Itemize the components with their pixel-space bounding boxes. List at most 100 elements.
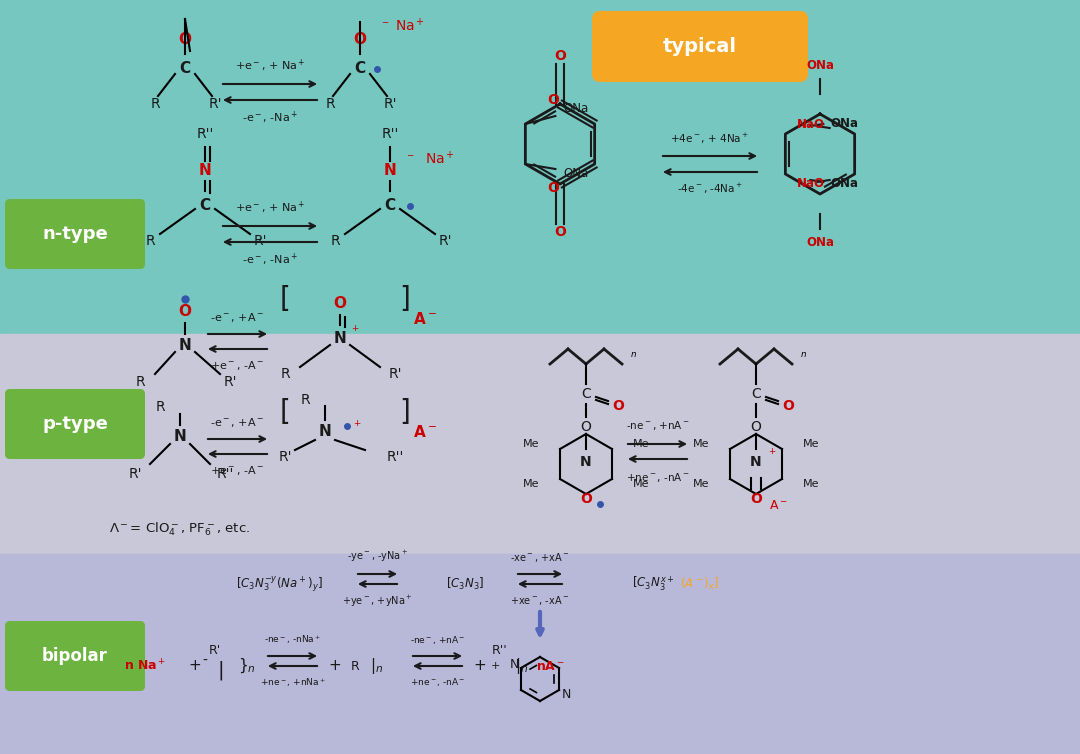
Text: [: [: [280, 285, 291, 313]
Text: -ne$^-$, +nA$^-$: -ne$^-$, +nA$^-$: [625, 419, 689, 432]
Text: Me: Me: [523, 479, 539, 489]
Text: R'': R'': [387, 450, 404, 464]
Text: +e$^-$, + Na$^+$: +e$^-$, + Na$^+$: [234, 58, 306, 74]
Text: ONa: ONa: [564, 103, 589, 115]
Text: $[C_3N_3^{x+}$: $[C_3N_3^{x+}$: [632, 575, 677, 593]
Text: n-type: n-type: [42, 225, 108, 243]
Text: $[C_3N_3^{-y}(Na^+)_y]$: $[C_3N_3^{-y}(Na^+)_y]$: [237, 575, 324, 593]
Text: O: O: [554, 49, 566, 63]
Text: O: O: [548, 181, 559, 195]
Text: ONa: ONa: [831, 177, 859, 191]
Text: $^-$: $^-$: [380, 20, 390, 32]
Text: N: N: [334, 332, 347, 347]
Text: Me: Me: [633, 479, 649, 489]
Text: R: R: [280, 367, 289, 381]
Text: R: R: [145, 234, 154, 248]
FancyBboxPatch shape: [592, 11, 808, 82]
Text: NaO: NaO: [797, 177, 825, 191]
Text: N: N: [580, 455, 592, 469]
Text: R': R': [388, 367, 402, 381]
Text: +xe$^-$, -xA$^-$: +xe$^-$, -xA$^-$: [511, 594, 569, 607]
FancyBboxPatch shape: [5, 389, 145, 459]
Text: R: R: [325, 97, 335, 111]
Bar: [0, 554, 1080, 754]
Text: R'': R'': [381, 127, 399, 141]
FancyBboxPatch shape: [5, 621, 145, 691]
Text: N: N: [751, 455, 761, 469]
Text: +ne$^-$, -nA$^-$: +ne$^-$, -nA$^-$: [625, 471, 689, 484]
Text: nA$^-$: nA$^-$: [536, 660, 565, 673]
Text: R'': R'': [492, 645, 508, 657]
Text: +e$^-$, -A$^-$: +e$^-$, -A$^-$: [211, 464, 265, 477]
Text: C: C: [384, 198, 395, 213]
Text: O: O: [178, 32, 191, 47]
Text: $\}_n$: $\}_n$: [238, 657, 256, 675]
Text: N: N: [319, 425, 332, 440]
Text: -ne$^-$, -nNa$^+$: -ne$^-$, -nNa$^+$: [264, 633, 321, 646]
Text: n Na$^+$: n Na$^+$: [124, 658, 166, 673]
Text: O: O: [612, 399, 624, 413]
Text: $(A^-)_x]$: $(A^-)_x]$: [680, 576, 719, 592]
Text: $+$: $+$: [188, 658, 202, 673]
Text: C: C: [751, 387, 761, 401]
Text: N: N: [174, 430, 187, 445]
Text: $+$: $+$: [328, 658, 341, 673]
Text: R'': R'': [216, 467, 233, 481]
FancyBboxPatch shape: [5, 199, 145, 269]
Text: +ne$^-$, +nNa$^+$: +ne$^-$, +nNa$^+$: [259, 676, 325, 688]
Text: R: R: [300, 393, 310, 407]
Text: p-type: p-type: [42, 415, 108, 433]
Text: Me: Me: [802, 439, 820, 449]
Text: O: O: [554, 225, 566, 239]
Text: ]: ]: [400, 285, 410, 313]
Text: $_n$: $_n$: [800, 348, 807, 360]
Text: -4e$^-$, -4Na$^+$: -4e$^-$, -4Na$^+$: [677, 182, 743, 196]
Text: C: C: [200, 198, 211, 213]
Text: R': R': [129, 467, 141, 481]
Text: $[C_3N_3]$: $[C_3N_3]$: [446, 576, 484, 592]
Text: -: -: [203, 654, 207, 668]
Text: -e$^-$, -Na$^+$: -e$^-$, -Na$^+$: [242, 110, 298, 127]
Text: NaO: NaO: [797, 118, 825, 130]
Text: Me: Me: [523, 439, 539, 449]
Text: Na$^+$: Na$^+$: [395, 17, 424, 35]
Text: $^+$: $^+$: [767, 448, 778, 461]
Text: O: O: [178, 305, 191, 320]
Text: R': R': [208, 97, 221, 111]
Text: C: C: [354, 62, 365, 76]
Text: Me: Me: [802, 479, 820, 489]
Text: $\Lambda^-$= ClO$_4^-$, PF$_6^-$, etc.: $\Lambda^-$= ClO$_4^-$, PF$_6^-$, etc.: [109, 520, 251, 538]
Text: ]: ]: [400, 398, 410, 426]
Text: Me: Me: [692, 439, 710, 449]
Text: +e$^-$, -A$^-$: +e$^-$, -A$^-$: [211, 359, 265, 372]
Text: R'': R'': [197, 127, 214, 141]
Bar: [0, 0, 1080, 334]
Text: O: O: [751, 420, 761, 434]
Text: $^-$: $^-$: [405, 152, 415, 165]
Text: N: N: [510, 657, 518, 670]
Text: -ne$^-$, +nA$^-$: -ne$^-$, +nA$^-$: [409, 634, 465, 646]
Text: -e$^-$, -Na$^+$: -e$^-$, -Na$^+$: [242, 252, 298, 268]
Text: Me: Me: [692, 479, 710, 489]
Text: $|$: $|$: [217, 660, 224, 682]
Text: $|_n$: $|_n$: [515, 656, 528, 676]
Text: +4e$^-$, + 4Na$^+$: +4e$^-$, + 4Na$^+$: [671, 132, 750, 146]
Text: R': R': [438, 234, 451, 248]
Text: C: C: [581, 387, 591, 401]
Text: O: O: [581, 420, 592, 434]
Text: $+$: $+$: [473, 658, 487, 673]
Text: ONa: ONa: [564, 167, 589, 180]
Text: R: R: [330, 234, 340, 248]
Text: -e$^-$, +A$^-$: -e$^-$, +A$^-$: [211, 416, 265, 429]
Text: N: N: [178, 339, 191, 354]
Text: -ye$^-$, -yNa$^+$: -ye$^-$, -yNa$^+$: [347, 549, 408, 564]
Text: R: R: [156, 400, 165, 414]
Text: N: N: [199, 164, 212, 179]
Text: $|_n$: $|_n$: [370, 656, 383, 676]
Text: R: R: [135, 375, 145, 389]
Text: O: O: [580, 492, 592, 506]
Text: R': R': [208, 645, 221, 657]
Text: Me: Me: [633, 439, 649, 449]
Bar: [0, 334, 1080, 554]
Text: R: R: [351, 660, 360, 673]
